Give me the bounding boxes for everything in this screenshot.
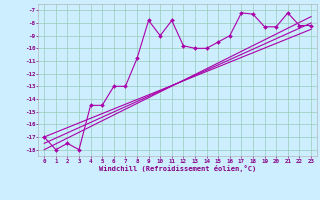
X-axis label: Windchill (Refroidissement éolien,°C): Windchill (Refroidissement éolien,°C)	[99, 165, 256, 172]
